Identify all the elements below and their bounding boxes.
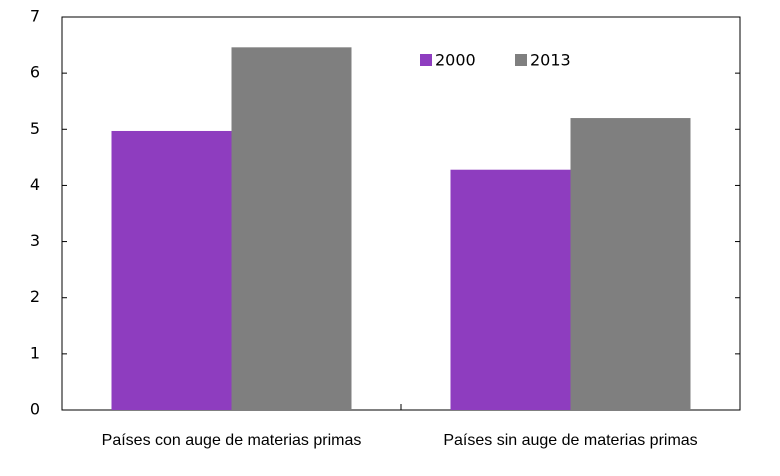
bar	[450, 169, 571, 410]
y-tick-label: 4	[30, 175, 40, 194]
x-tick-label: Países sin auge de materias primas	[443, 432, 697, 449]
y-tick-label: 7	[30, 7, 40, 26]
y-tick-label: 5	[30, 119, 40, 138]
y-tick-label: 2	[30, 287, 40, 306]
x-tick-label: Países con auge de materias primas	[102, 432, 362, 449]
y-tick-label: 6	[30, 63, 40, 82]
legend-swatch	[515, 54, 527, 66]
y-tick-label: 1	[30, 343, 40, 362]
legend-swatch	[420, 54, 432, 66]
bar	[231, 47, 352, 411]
y-tick-label: 0	[30, 400, 40, 419]
legend-label: 2000	[435, 51, 476, 70]
legend-label: 2013	[530, 51, 571, 70]
y-tick-label: 3	[30, 231, 40, 250]
bar	[111, 130, 232, 410]
bar	[570, 118, 691, 411]
